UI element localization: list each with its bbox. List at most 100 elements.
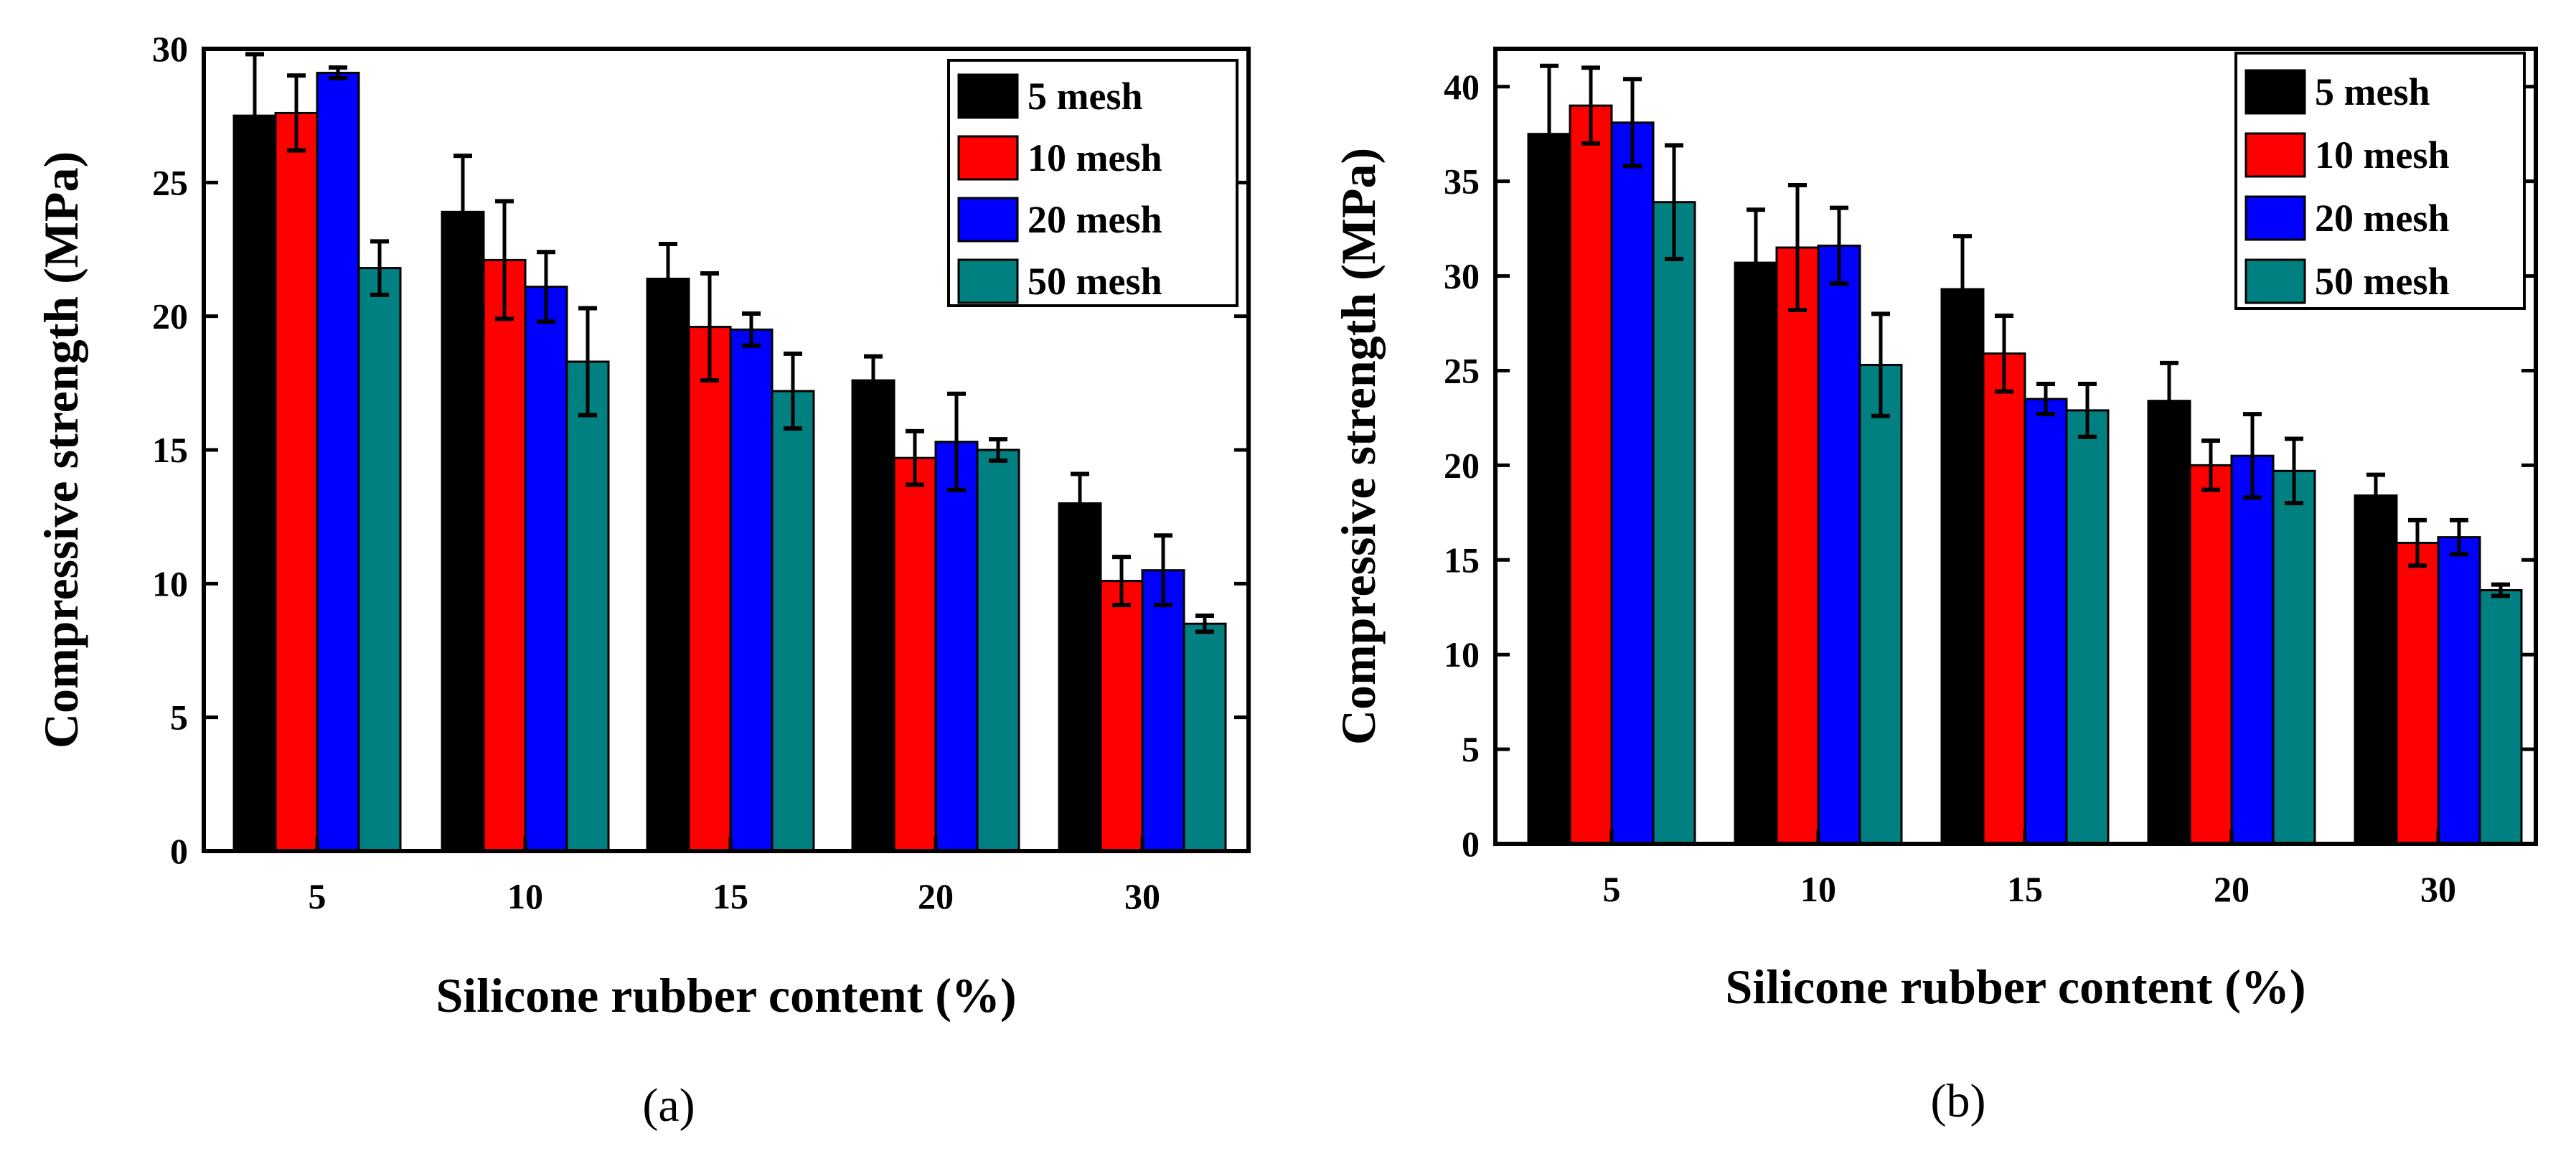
- y-tick-label: 40: [1444, 67, 1480, 107]
- y-tick-label: 15: [152, 430, 188, 470]
- error-bar-50-mesh-10: [1871, 311, 1890, 418]
- error-bar-50-mesh-30: [2491, 582, 2510, 598]
- bar-5-mesh-20: [851, 379, 896, 852]
- error-bar-20-mesh-20: [2243, 412, 2262, 500]
- x-axis-title: Silicone rubber content (%): [436, 968, 1016, 1023]
- error-bar-20-mesh-30: [1154, 533, 1172, 608]
- error-bar-20-mesh-15: [742, 311, 761, 348]
- bar-10-mesh-5: [274, 111, 319, 852]
- error-bar-10-mesh-30: [1112, 555, 1131, 608]
- chart-panel-a: 0 5 10 15 20 25 30 5 10 15 20 30 Compressive strengt…: [34, 29, 1251, 1132]
- error-bar-5-mesh-5: [245, 52, 264, 179]
- error-bar-10-mesh-10: [1788, 182, 1807, 313]
- y-tick-label: 5: [1462, 729, 1480, 769]
- x-tick-label: 5: [1603, 869, 1621, 909]
- bar-5-mesh-30: [2354, 494, 2398, 845]
- y-tick-label: 25: [152, 162, 188, 202]
- error-bar-10-mesh-20: [2201, 438, 2220, 492]
- x-tick-label: 10: [1800, 869, 1836, 909]
- bar-10-mesh-5: [1569, 104, 1613, 845]
- legend-swatch-20-mesh: [957, 197, 1019, 243]
- legend-swatch-5-mesh: [957, 73, 1019, 119]
- y-tick-label: 10: [152, 563, 188, 603]
- legend-swatch-10-mesh: [2244, 132, 2306, 178]
- bar-50-mesh-20: [976, 448, 1020, 852]
- legend-swatch-50-mesh: [957, 258, 1019, 304]
- bar-50-mesh-30: [2478, 588, 2523, 845]
- error-bar-50-mesh-5: [370, 239, 389, 297]
- bar-20-mesh-10: [1817, 244, 1861, 845]
- error-bar-20-mesh-15: [2036, 381, 2055, 417]
- x-tick-label: 15: [2007, 869, 2043, 909]
- x-tick-label: 10: [507, 876, 543, 916]
- bar-5-mesh-15: [1940, 288, 1985, 845]
- error-bar-20-mesh-10: [537, 250, 555, 324]
- x-axis-title: Silicone rubber content (%): [1725, 959, 2305, 1014]
- bar-20-mesh-10: [524, 286, 568, 852]
- error-bar-10-mesh-15: [700, 271, 719, 383]
- legend-swatch-20-mesh: [2244, 195, 2306, 241]
- bar-20-mesh-5: [1610, 121, 1655, 845]
- x-tick-label: 20: [2214, 869, 2250, 909]
- x-tick-label: 15: [713, 876, 748, 916]
- legend-label-20-mesh: 20 mesh: [1028, 198, 1162, 241]
- error-bar-10-mesh-5: [1581, 65, 1600, 146]
- y-tick-label: 0: [1462, 824, 1480, 864]
- y-axis-title: Compressive strength (MPa): [34, 151, 88, 748]
- legend-swatch-10-mesh: [957, 135, 1019, 181]
- error-bar-20-mesh-5: [1623, 77, 1642, 169]
- error-bar-10-mesh-5: [287, 73, 306, 153]
- bar-5-mesh-5: [232, 114, 277, 852]
- y-tick-label: 30: [1444, 256, 1480, 296]
- bar-10-mesh-30: [1099, 580, 1144, 852]
- x-tick-label: 30: [2420, 869, 2456, 909]
- y-tick-label: 30: [152, 29, 188, 69]
- error-bar-50-mesh-20: [2285, 436, 2303, 506]
- bar-20-mesh-15: [2023, 398, 2068, 845]
- chart-panel-b: 0 5 10 15 20 25 30 35 40 5 10 15 20 30 Compressive str…: [1331, 47, 2538, 1127]
- legend-label-5-mesh: 5 mesh: [2315, 70, 2430, 113]
- error-bar-10-mesh-15: [1995, 313, 2013, 394]
- error-bar-50-mesh-15: [2078, 381, 2097, 439]
- y-tick-label: 10: [1444, 634, 1480, 675]
- bar-10-mesh-20: [893, 456, 937, 852]
- plot-frame: [1493, 47, 2538, 846]
- bar-50-mesh-15: [771, 390, 815, 852]
- error-bar-20-mesh-10: [1830, 205, 1848, 286]
- legend-label-50-mesh: 50 mesh: [1028, 260, 1162, 303]
- bar-50-mesh-15: [2065, 409, 2110, 845]
- error-bar-50-mesh-5: [1665, 143, 1683, 261]
- error-bar-5-mesh-20: [864, 354, 883, 407]
- bar-5-mesh-10: [1734, 261, 1778, 845]
- bar-5-mesh-30: [1058, 502, 1102, 852]
- panel-label: (b): [1931, 1075, 1986, 1127]
- bar-20-mesh-20: [934, 441, 979, 852]
- error-bar-5-mesh-10: [1747, 207, 1765, 318]
- error-bar-5-mesh-10: [453, 154, 472, 271]
- bar-10-mesh-15: [1982, 352, 2026, 845]
- bar-5-mesh-10: [441, 210, 485, 852]
- x-tick-label: 5: [309, 876, 326, 916]
- bar-10-mesh-10: [482, 258, 527, 852]
- legend-label-10-mesh: 10 mesh: [1028, 136, 1162, 179]
- error-bar-5-mesh-15: [659, 242, 677, 316]
- bar-50-mesh-20: [2272, 469, 2316, 845]
- bar-50-mesh-10: [1858, 364, 1903, 845]
- error-bar-5-mesh-30: [2366, 472, 2385, 519]
- x-tick-label: 30: [1124, 876, 1160, 916]
- bar-20-mesh-30: [1141, 569, 1185, 852]
- bar-10-mesh-30: [2395, 542, 2440, 845]
- error-bar-50-mesh-20: [989, 437, 1007, 463]
- bar-50-mesh-30: [1183, 622, 1227, 852]
- error-bar-50-mesh-30: [1195, 614, 1214, 634]
- error-bar-10-mesh-20: [906, 428, 924, 487]
- bar-5-mesh-20: [2147, 400, 2191, 845]
- y-tick-label: 20: [152, 296, 188, 337]
- legend-swatch-50-mesh: [2244, 258, 2306, 304]
- bar-10-mesh-20: [2189, 464, 2233, 845]
- legend-swatch-5-mesh: [2244, 69, 2306, 115]
- error-bar-10-mesh-10: [495, 199, 514, 321]
- bar-50-mesh-5: [1652, 201, 1696, 845]
- error-bar-5-mesh-5: [1540, 63, 1559, 205]
- bar-20-mesh-5: [316, 72, 360, 852]
